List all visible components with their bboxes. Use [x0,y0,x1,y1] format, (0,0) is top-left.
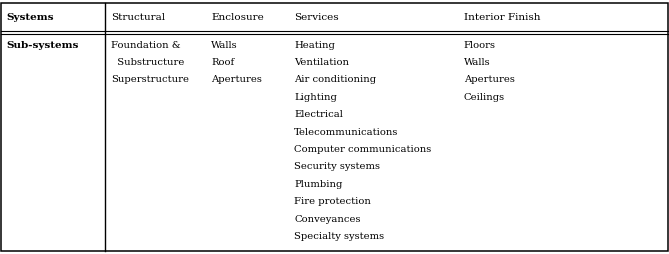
Text: Lighting: Lighting [294,93,337,102]
Text: Specialty systems: Specialty systems [294,232,385,241]
Text: Fire protection: Fire protection [294,197,371,206]
Text: Superstructure: Superstructure [111,75,189,84]
Text: Structural: Structural [111,13,165,22]
Text: Computer communications: Computer communications [294,145,432,154]
Text: Apertures: Apertures [464,75,514,84]
Text: Air conditioning: Air conditioning [294,75,377,84]
Text: Ceilings: Ceilings [464,93,504,102]
Text: Apertures: Apertures [211,75,262,84]
Text: Interior Finish: Interior Finish [464,13,540,22]
Text: Substructure: Substructure [111,58,185,67]
Text: Telecommunications: Telecommunications [294,128,399,137]
Text: Security systems: Security systems [294,163,381,171]
Text: Walls: Walls [211,41,238,50]
Text: Roof: Roof [211,58,235,67]
Text: Plumbing: Plumbing [294,180,343,189]
Text: Walls: Walls [464,58,490,67]
Text: Foundation &: Foundation & [111,41,181,50]
Text: Services: Services [294,13,339,22]
Text: Ventilation: Ventilation [294,58,349,67]
Text: Enclosure: Enclosure [211,13,264,22]
Text: Systems: Systems [7,13,54,22]
Text: Floors: Floors [464,41,496,50]
Text: Conveyances: Conveyances [294,215,361,224]
Text: Heating: Heating [294,41,335,50]
Text: Sub-systems: Sub-systems [7,41,79,50]
Text: Electrical: Electrical [294,110,343,119]
